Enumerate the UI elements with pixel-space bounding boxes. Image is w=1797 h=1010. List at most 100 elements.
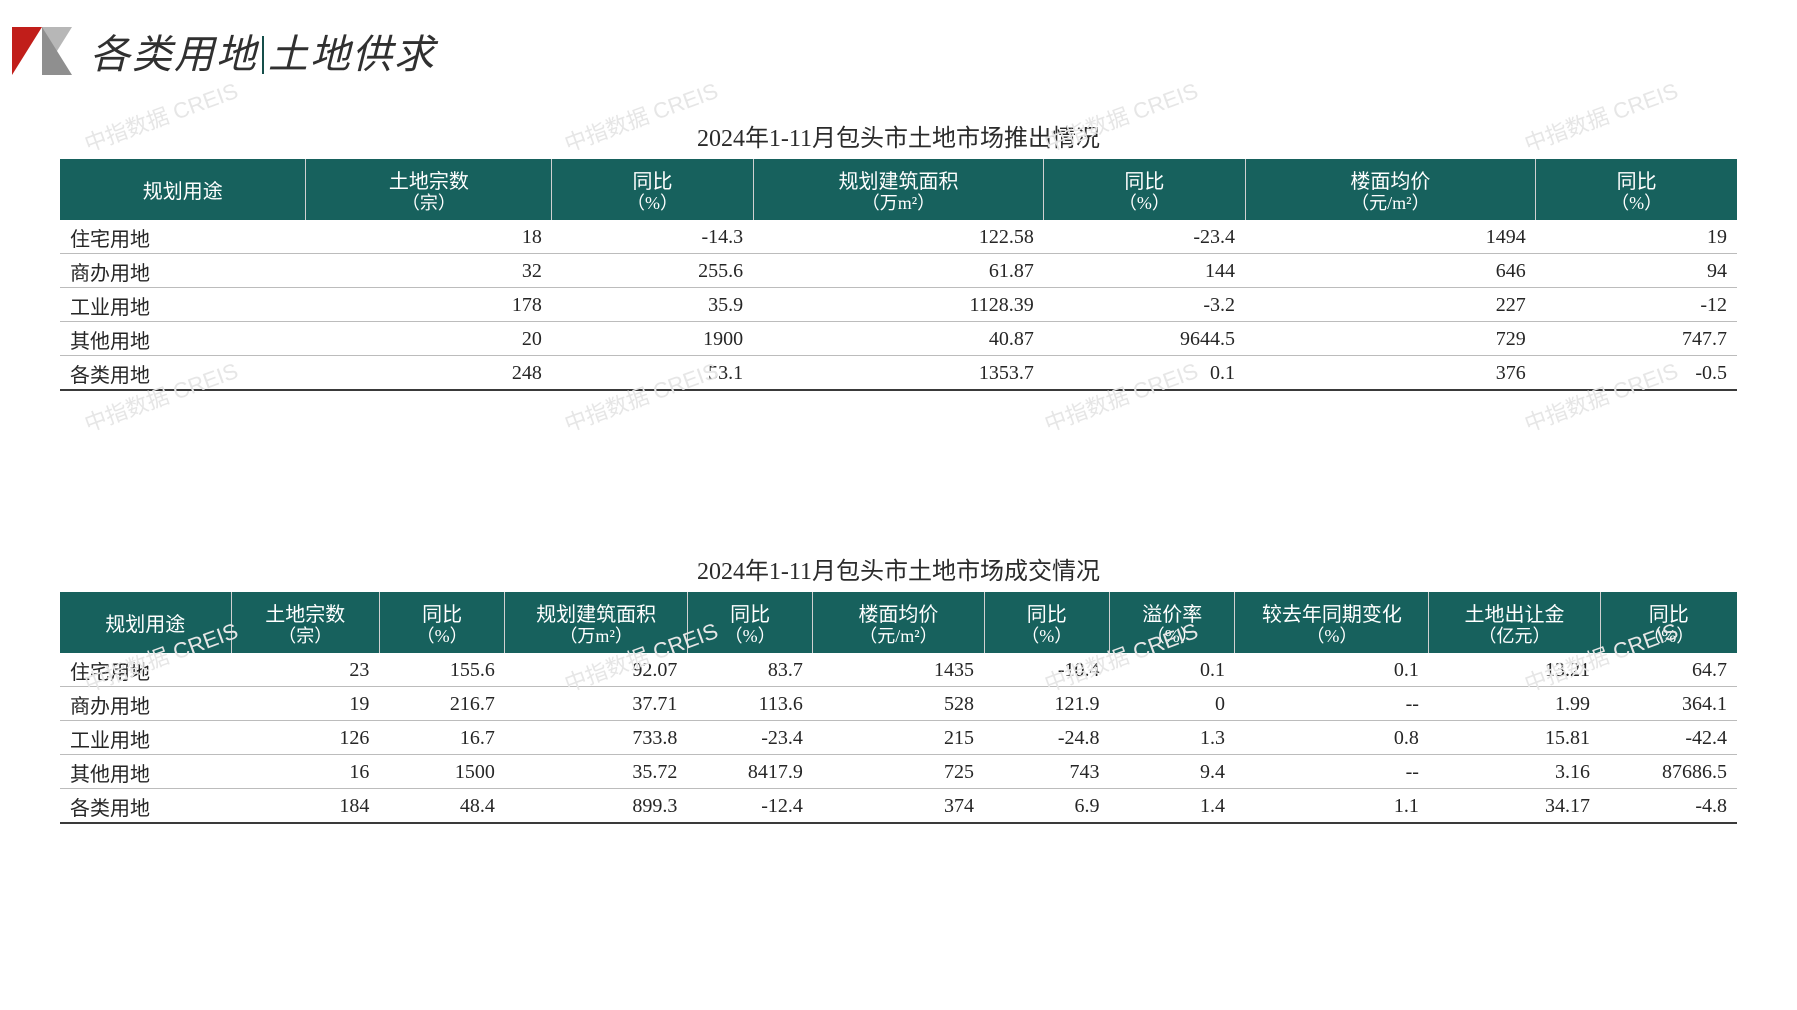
row-label: 住宅用地 [60, 653, 231, 687]
data-cell: 216.7 [379, 686, 504, 720]
data-cell: 19 [231, 686, 379, 720]
data-cell: 374 [813, 788, 984, 823]
table-header-cell: 同比（%） [1600, 592, 1737, 653]
data-cell: 1435 [813, 653, 984, 687]
data-cell: 16 [231, 754, 379, 788]
page-header: 各类用地土地供求 [0, 0, 1797, 80]
data-cell: -0.5 [1536, 355, 1737, 390]
data-cell: -23.4 [1044, 220, 1245, 254]
data-cell: -14.3 [552, 220, 753, 254]
data-cell: -3.2 [1044, 287, 1245, 321]
table-header-cell: 同比（%） [984, 592, 1109, 653]
data-cell: 9644.5 [1044, 321, 1245, 355]
data-cell: 37.71 [505, 686, 688, 720]
row-label: 商办用地 [60, 253, 306, 287]
data-cell: 178 [306, 287, 552, 321]
data-cell: 3.16 [1429, 754, 1600, 788]
data-cell: 32 [306, 253, 552, 287]
data-cell: 48.4 [379, 788, 504, 823]
page-title-left: 各类用地 [90, 32, 258, 77]
data-cell: 1.99 [1429, 686, 1600, 720]
data-cell: 121.9 [984, 686, 1109, 720]
data-cell: -12.4 [687, 788, 812, 823]
table-row: 工业用地12616.7733.8-23.4215-24.81.30.815.81… [60, 720, 1737, 754]
data-cell: 6.9 [984, 788, 1109, 823]
data-cell: 92.07 [505, 653, 688, 687]
table-header-cell: 规划用途 [60, 159, 306, 220]
header-logo [12, 27, 72, 75]
data-cell: -24.8 [984, 720, 1109, 754]
data-cell: 1128.39 [753, 287, 1044, 321]
data-cell: 87686.5 [1600, 754, 1737, 788]
table-header-cell: 土地出让金（亿元） [1429, 592, 1600, 653]
row-label: 住宅用地 [60, 220, 306, 254]
table-row: 其他用地20190040.879644.5729747.7 [60, 321, 1737, 355]
page-title: 各类用地土地供求 [90, 22, 436, 80]
data-cell: 1.1 [1235, 788, 1429, 823]
data-cell: 1353.7 [753, 355, 1044, 390]
data-cell: 126 [231, 720, 379, 754]
data-cell: 122.58 [753, 220, 1044, 254]
data-cell: 144 [1044, 253, 1245, 287]
table2-title: 2024年1-11月包头市土地市场成交情况 [60, 551, 1737, 586]
table-row: 住宅用地23155.692.0783.71435-10.40.10.113.21… [60, 653, 1737, 687]
table-row: 各类用地24853.11353.70.1376-0.5 [60, 355, 1737, 390]
data-cell: 0.1 [1044, 355, 1245, 390]
row-label: 各类用地 [60, 355, 306, 390]
data-cell: 248 [306, 355, 552, 390]
table1-block: 2024年1-11月包头市土地市场推出情况 规划用途土地宗数（宗）同比（%）规划… [60, 118, 1737, 391]
table2-block: 2024年1-11月包头市土地市场成交情况 规划用途土地宗数（宗）同比（%）规划… [60, 551, 1737, 824]
table-header-cell: 溢价率（%） [1109, 592, 1234, 653]
data-cell: 1494 [1245, 220, 1536, 254]
table-row: 其他用地16150035.728417.97257439.4--3.168768… [60, 754, 1737, 788]
data-cell: 34.17 [1429, 788, 1600, 823]
data-cell: 8417.9 [687, 754, 812, 788]
data-cell: 113.6 [687, 686, 812, 720]
table-header-cell: 土地宗数（宗） [231, 592, 379, 653]
data-cell: 20 [306, 321, 552, 355]
data-cell: 729 [1245, 321, 1536, 355]
table-header-cell: 较去年同期变化（%） [1235, 592, 1429, 653]
data-cell: 1500 [379, 754, 504, 788]
table-header-cell: 同比（%） [1044, 159, 1245, 220]
row-label: 其他用地 [60, 754, 231, 788]
row-label: 工业用地 [60, 720, 231, 754]
data-cell: 725 [813, 754, 984, 788]
data-cell: 0.1 [1235, 653, 1429, 687]
data-cell: -10.4 [984, 653, 1109, 687]
data-cell: 61.87 [753, 253, 1044, 287]
data-cell: 83.7 [687, 653, 812, 687]
table-header-cell: 楼面均价（元/m²） [813, 592, 984, 653]
data-cell: 35.72 [505, 754, 688, 788]
data-cell: -42.4 [1600, 720, 1737, 754]
table-header-cell: 同比（%） [379, 592, 504, 653]
table-header-cell: 规划建筑面积（万m²） [505, 592, 688, 653]
data-cell: -- [1235, 754, 1429, 788]
data-cell: 1.3 [1109, 720, 1234, 754]
data-cell: 16.7 [379, 720, 504, 754]
row-label: 工业用地 [60, 287, 306, 321]
data-cell: 64.7 [1600, 653, 1737, 687]
data-cell: -4.8 [1600, 788, 1737, 823]
data-cell: 528 [813, 686, 984, 720]
data-cell: 733.8 [505, 720, 688, 754]
data-cell: 35.9 [552, 287, 753, 321]
table-row: 工业用地17835.91128.39-3.2227-12 [60, 287, 1737, 321]
data-cell: 899.3 [505, 788, 688, 823]
page-title-right: 土地供求 [268, 32, 436, 77]
table-header-cell: 规划用途 [60, 592, 231, 653]
table-header-cell: 同比（%） [1536, 159, 1737, 220]
data-cell: 1.4 [1109, 788, 1234, 823]
table2: 规划用途土地宗数（宗）同比（%）规划建筑面积（万m²）同比（%）楼面均价（元/m… [60, 592, 1737, 824]
table1: 规划用途土地宗数（宗）同比（%）规划建筑面积（万m²）同比（%）楼面均价（元/m… [60, 159, 1737, 391]
table-row: 商办用地19216.737.71113.6528121.90--1.99364.… [60, 686, 1737, 720]
data-cell: 1900 [552, 321, 753, 355]
table-header-cell: 同比（%） [552, 159, 753, 220]
table-row: 住宅用地18-14.3122.58-23.4149419 [60, 220, 1737, 254]
data-cell: 9.4 [1109, 754, 1234, 788]
data-cell: -23.4 [687, 720, 812, 754]
data-cell: 184 [231, 788, 379, 823]
data-cell: 53.1 [552, 355, 753, 390]
data-cell: 155.6 [379, 653, 504, 687]
data-cell: 747.7 [1536, 321, 1737, 355]
